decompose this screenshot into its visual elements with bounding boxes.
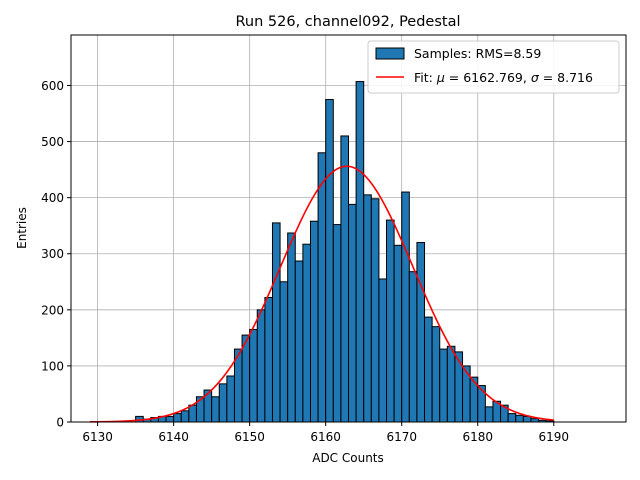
histogram-bar bbox=[522, 415, 532, 423]
histogram-bar bbox=[309, 220, 319, 423]
histogram-bar bbox=[256, 309, 266, 423]
legend-samples-label: Samples: RMS=8.59 bbox=[414, 46, 541, 61]
histogram-bar bbox=[180, 410, 190, 423]
x-tick-label: 6170 bbox=[386, 430, 417, 444]
y-tick-label: 400 bbox=[41, 191, 64, 205]
histogram-bar bbox=[271, 222, 281, 423]
histogram-bar bbox=[477, 385, 486, 423]
y-tick-label: 300 bbox=[41, 247, 64, 261]
histogram-bar bbox=[226, 375, 235, 423]
chart-title: Run 526, channel092, Pedestal bbox=[235, 14, 460, 30]
y-tick-label: 100 bbox=[41, 359, 64, 373]
x-tick-label: 6130 bbox=[82, 430, 113, 444]
histogram-bar bbox=[393, 244, 403, 423]
y-axis-label: Entries bbox=[15, 207, 29, 249]
histogram-bar bbox=[363, 194, 372, 423]
histogram-bar bbox=[294, 260, 304, 423]
histogram-bar bbox=[302, 243, 311, 423]
histogram-bar bbox=[401, 191, 410, 423]
fit-curve-group bbox=[90, 165, 554, 423]
histogram-bar bbox=[484, 406, 494, 423]
legend-samples-swatch bbox=[375, 47, 405, 60]
histogram-bars bbox=[135, 81, 555, 423]
histogram-bar bbox=[165, 415, 175, 423]
histogram-bar bbox=[332, 224, 342, 423]
histogram-bar bbox=[530, 418, 540, 423]
histogram-bar bbox=[279, 281, 289, 423]
plot-frame bbox=[70, 34, 627, 423]
histogram-bar bbox=[340, 135, 349, 423]
histogram-bar bbox=[416, 242, 426, 423]
histogram-bar bbox=[317, 152, 327, 423]
histogram-bar bbox=[211, 396, 220, 423]
histogram-bar bbox=[264, 296, 273, 423]
histogram-bar bbox=[188, 404, 197, 423]
histogram-bar bbox=[424, 316, 433, 423]
histogram-bar bbox=[348, 203, 357, 423]
histogram-bar bbox=[378, 278, 388, 423]
histogram-bar bbox=[386, 219, 395, 423]
histogram-bar bbox=[454, 351, 464, 423]
y-tick-label: 500 bbox=[41, 135, 64, 149]
x-axis-label: ADC Counts bbox=[312, 451, 384, 465]
x-tick-label: 6140 bbox=[158, 430, 189, 444]
histogram-bar bbox=[515, 414, 524, 423]
y-tick-label: 600 bbox=[41, 79, 64, 93]
legend-fit-label: Fit: μ = 6162.769, σ = 8.716 bbox=[414, 70, 593, 85]
histogram-bar bbox=[325, 99, 334, 423]
histogram-bar bbox=[446, 345, 456, 423]
histogram-bar bbox=[287, 232, 296, 423]
y-axis-ticks: 0 100 200 300 400 500 600 bbox=[41, 79, 71, 430]
x-tick-label: 6190 bbox=[539, 430, 570, 444]
x-tick-label: 6180 bbox=[462, 430, 493, 444]
histogram-bar bbox=[218, 383, 228, 423]
histogram-bar bbox=[249, 328, 258, 423]
histogram-bar bbox=[203, 389, 213, 423]
histogram-bar bbox=[408, 271, 418, 423]
y-tick-label: 0 bbox=[56, 416, 64, 430]
histogram-bar bbox=[507, 413, 517, 423]
x-tick-label: 6160 bbox=[310, 430, 341, 444]
histogram-bar bbox=[355, 81, 365, 423]
x-tick-label: 6150 bbox=[234, 430, 265, 444]
legend-box bbox=[367, 40, 620, 94]
histogram-bar bbox=[431, 326, 441, 423]
legend: Samples: RMS=8.59 Fit: μ = 6162.769, σ =… bbox=[367, 40, 620, 94]
histogram-bar bbox=[173, 413, 182, 423]
histogram-bar bbox=[439, 348, 448, 423]
histogram-bar bbox=[370, 198, 380, 423]
fit-curve bbox=[90, 165, 554, 423]
y-tick-label: 200 bbox=[41, 303, 64, 317]
x-axis-ticks: 6130 6140 6150 6160 6170 6180 6190 bbox=[82, 422, 569, 444]
